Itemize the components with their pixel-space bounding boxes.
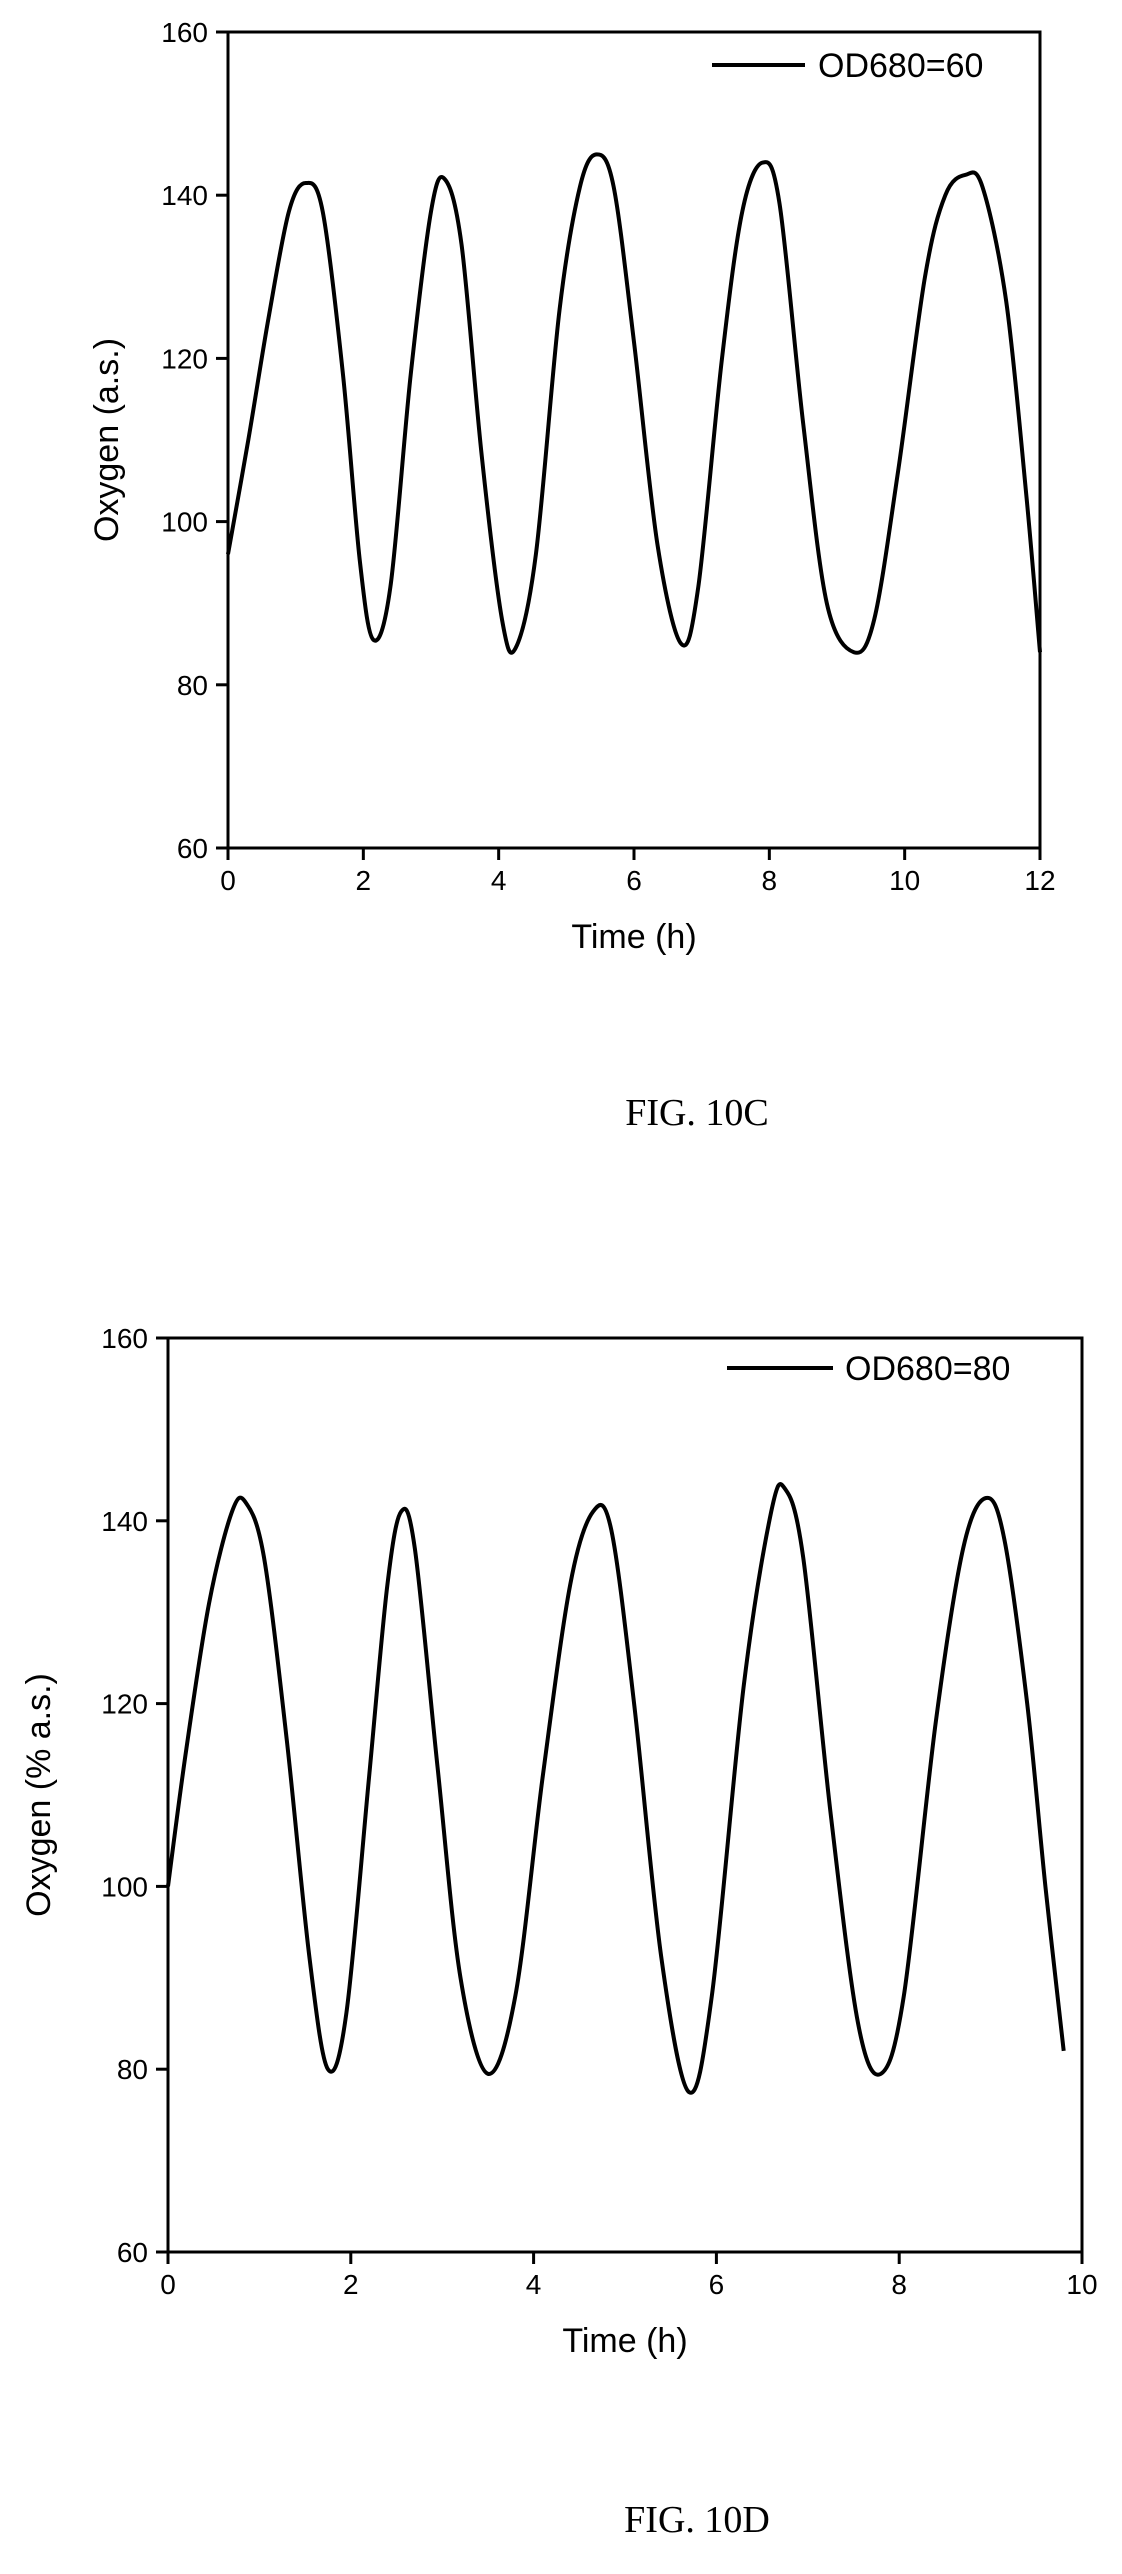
x-tick-label: 12 [1024, 865, 1055, 896]
y-axis-title: Oxygen (a.s.) [88, 338, 126, 542]
y-tick-label: 120 [101, 1689, 148, 1720]
legend-label: OD680=80 [845, 1350, 1010, 1388]
chart-fig-10c: 0 2 4 6 8 10 12 60 80 100 120 140 160 Time (h) Oxygen … [88, 17, 1056, 1134]
series-line [226, 152, 1042, 655]
y-tick-label: 140 [101, 1506, 148, 1537]
plot-frame [166, 1336, 1084, 2254]
y-tick-label: 120 [161, 343, 208, 374]
x-axis-title: Time (h) [562, 2322, 687, 2360]
x-tick-label: 8 [762, 865, 778, 896]
x-tick-label: 6 [626, 865, 642, 896]
x-tick-label: 4 [491, 865, 507, 896]
y-tick-label: 100 [161, 507, 208, 538]
y-tick-label: 160 [101, 1323, 148, 1354]
y-tick-label: 140 [161, 180, 208, 211]
chart-fig-10d: 0 2 4 6 8 10 60 80 100 120 140 160 Time (h) Oxygen (%… [20, 1323, 1098, 2541]
x-tick-label: 0 [160, 2269, 176, 2300]
y-tick-label: 100 [101, 1871, 148, 1902]
series-line [166, 1482, 1066, 2095]
y-axis-title: Oxygen (% a.s.) [20, 1673, 58, 1917]
y-tick-label: 160 [161, 17, 208, 48]
x-axis-title: Time (h) [571, 918, 696, 956]
x-tick-label: 2 [356, 865, 372, 896]
y-tick-label: 80 [117, 2054, 148, 2085]
x-tick-label: 6 [709, 2269, 725, 2300]
figure-caption: FIG. 10D [624, 2499, 770, 2541]
y-tick-label: 80 [177, 670, 208, 701]
x-tick-label: 2 [343, 2269, 359, 2300]
x-tick-label: 8 [891, 2269, 907, 2300]
figure-caption: FIG. 10C [625, 1092, 769, 1134]
legend-label: OD680=60 [818, 47, 983, 85]
x-tick-label: 10 [889, 865, 920, 896]
x-tick-label: 0 [220, 865, 236, 896]
y-tick-label: 60 [117, 2237, 148, 2268]
x-tick-label: 10 [1066, 2269, 1097, 2300]
y-tick-label: 60 [177, 833, 208, 864]
x-tick-label: 4 [526, 2269, 542, 2300]
